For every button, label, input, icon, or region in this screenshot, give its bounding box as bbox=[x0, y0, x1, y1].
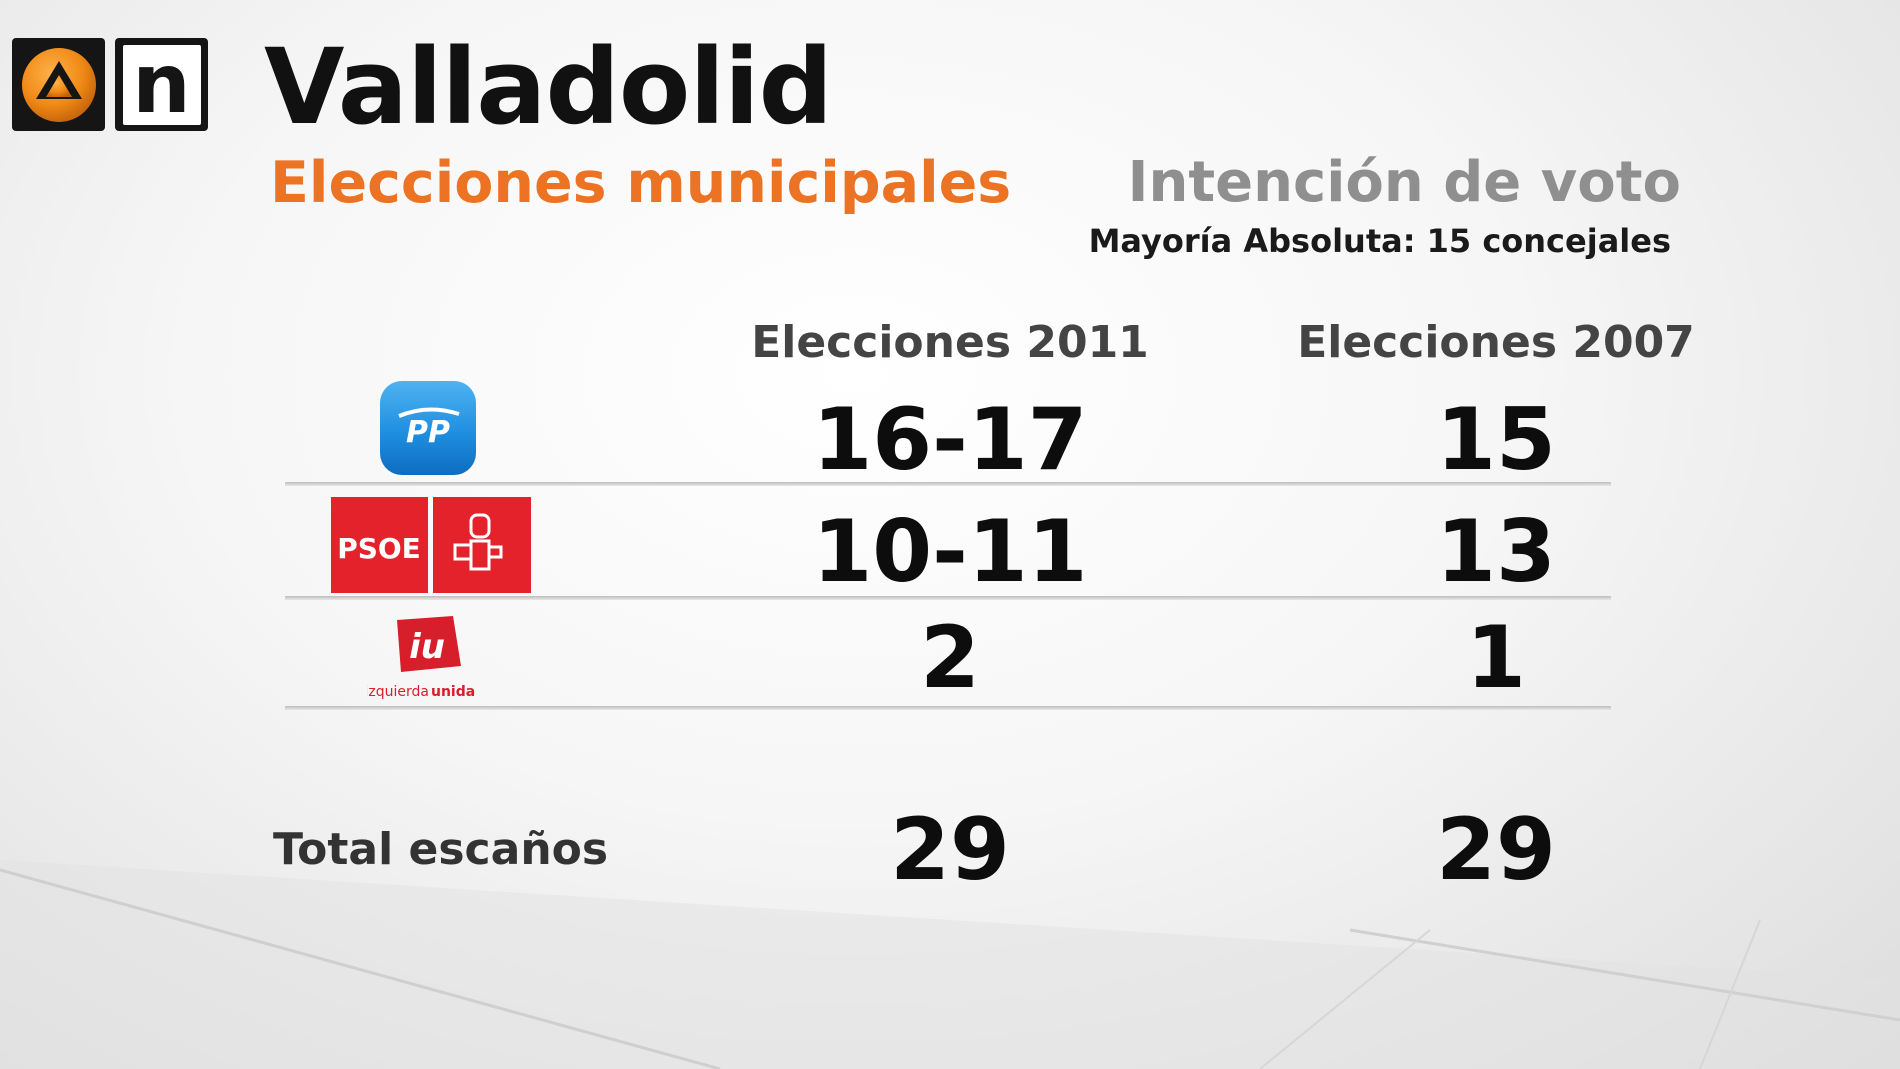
iu-caption-unida: unida bbox=[431, 684, 475, 700]
table-row-iu: iu izquierda unida 2 1 bbox=[285, 606, 1611, 710]
pp-2011-value: 16-17 bbox=[812, 390, 1088, 490]
psoe-2011-value: 10-11 bbox=[812, 502, 1088, 602]
iu-logo-text: iu bbox=[409, 627, 445, 667]
pp-logo: PP bbox=[380, 381, 476, 475]
row-divider bbox=[285, 596, 1611, 600]
row-divider bbox=[285, 482, 1611, 486]
column-header-2011: Elecciones 2011 bbox=[751, 317, 1149, 368]
antena3-triangle-icon bbox=[21, 47, 96, 122]
psoe-logo-text: PSOE bbox=[337, 532, 421, 565]
majority-note: Mayoría Absoluta: 15 concejales bbox=[1088, 222, 1671, 260]
table-row-psoe: PSOE 10-11 13 bbox=[285, 494, 1611, 602]
total-2007-value: 29 bbox=[1436, 800, 1556, 900]
iu-caption-izquierda: izquierda bbox=[367, 684, 429, 700]
channel-logo: n bbox=[12, 38, 208, 131]
column-header-2007: Elecciones 2007 bbox=[1297, 317, 1695, 368]
iu-2007-value: 1 bbox=[1466, 608, 1526, 708]
row-divider bbox=[285, 706, 1611, 710]
section-title: Intención de voto bbox=[1127, 150, 1681, 215]
psoe-2007-value: 13 bbox=[1436, 502, 1556, 602]
noticias-letter: n bbox=[122, 43, 201, 125]
pp-logo-text: PP bbox=[406, 415, 450, 450]
page-subtitle: Elecciones municipales bbox=[270, 150, 1012, 216]
total-label: Total escaños bbox=[273, 824, 609, 875]
noticias-logo: n bbox=[115, 38, 208, 131]
page-title: Valladolid bbox=[264, 26, 833, 148]
psoe-rose-icon bbox=[453, 513, 503, 571]
pp-2007-value: 15 bbox=[1436, 390, 1556, 490]
iu-2011-value: 2 bbox=[920, 608, 980, 708]
total-2011-value: 29 bbox=[890, 800, 1010, 900]
psoe-logo: PSOE bbox=[331, 497, 531, 593]
table-row-pp: PP 16-17 15 bbox=[285, 380, 1611, 490]
iu-logo: iu izquierda unida bbox=[367, 616, 475, 700]
antena3-logo bbox=[12, 38, 105, 131]
